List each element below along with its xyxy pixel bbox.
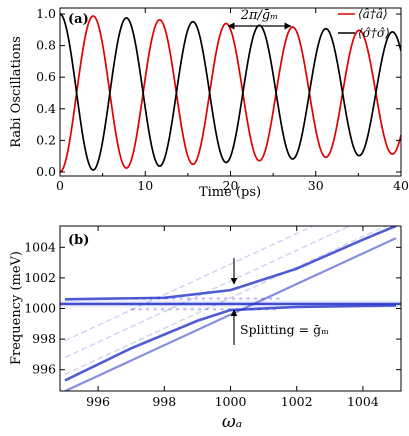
panel-a-ytick-label: 0.8: [36, 38, 56, 53]
panel-b-xtick-label: 1004: [347, 394, 379, 409]
spectral-speckle: [157, 297, 161, 300]
spectral-speckle: [213, 308, 217, 311]
panel-a-xtick-label: 0: [56, 178, 64, 193]
panel-a-rabi-oscillations: 0 10 20 30 40 0.0 0.2 0.4 0.6 0.8 1.0 (a) Time (ps…: [9, 6, 409, 200]
panel-a-xlabel: Time (ps): [199, 185, 261, 200]
diagonal-branch-0: [64, 237, 397, 391]
panel-a-plot-area: [60, 13, 401, 173]
spectral-speckle: [261, 297, 265, 300]
spectral-speckle: [268, 297, 272, 300]
panel-b-background: [60, 226, 401, 391]
panel-a-legend: ⟨â†â⟩ ⟨σ̂†σ̂⟩: [338, 7, 390, 40]
panel-b-ticks: 996 998 1000 1002 1004 996 998 1000 1002 1004: [24, 226, 401, 409]
spectral-speckle: [183, 308, 187, 311]
spectral-speckle: [142, 297, 146, 300]
spectral-speckle: [272, 308, 276, 311]
panel-b-xtick-label: 998: [152, 394, 176, 409]
spectral-speckle: [179, 297, 183, 300]
panel-b-spectrum-heatmap: 996 998 1000 1002 1004 996 998 1000 1002 1004 (b)…: [9, 225, 402, 432]
panel-b-xlabel: ωₐ: [222, 412, 242, 432]
spectral-speckle: [160, 308, 164, 311]
series-line-1: [60, 13, 401, 171]
spectral-speckle: [235, 308, 239, 311]
spectral-speckle: [220, 308, 224, 311]
spectral-speckle: [190, 308, 194, 311]
legend-label-photon: ⟨â†â⟩: [358, 7, 388, 21]
spectral-speckle: [194, 297, 198, 300]
panel-a-ticks: 0 10 20 30 40 0.0 0.2 0.4 0.6 0.8 1.0: [36, 6, 409, 193]
diagonal-branch-1: [64, 226, 388, 375]
spectral-speckle: [138, 308, 142, 311]
spectral-speckle: [175, 308, 179, 311]
spectral-speckle: [201, 297, 205, 300]
panel-b-ytick-label: 996: [32, 362, 56, 377]
panel-b-xtick-label: 1000: [215, 394, 247, 409]
spectral-speckle: [216, 297, 220, 300]
diagonal-branch-3: [64, 226, 315, 342]
series-line-0: [60, 15, 401, 173]
spectral-speckle: [254, 297, 258, 300]
spectral-speckle: [239, 297, 243, 300]
legend-label-exciton: ⟨σ̂†σ̂⟩: [358, 26, 390, 40]
spectral-speckle: [224, 297, 228, 300]
spectral-speckle: [149, 297, 153, 300]
spectral-speckle: [250, 308, 254, 311]
spectral-speckle: [246, 297, 250, 300]
spectral-speckle: [228, 308, 232, 311]
panel-b-label: (b): [68, 233, 89, 248]
upper-polariton-branch: [64, 226, 397, 301]
spectral-speckle: [242, 308, 246, 311]
panel-a-ytick-label: 0.4: [36, 101, 56, 116]
panel-b-xtick-label: 1002: [281, 394, 313, 409]
panel-a-xtick-label: 30: [308, 178, 324, 193]
spectral-speckle: [205, 308, 209, 311]
panel-b-plot-area: [60, 226, 401, 391]
panel-a-ylabel: Rabi Oscillations: [9, 36, 24, 148]
spectral-speckle: [172, 297, 176, 300]
spectral-speckle: [198, 308, 202, 311]
panel-a-ytick-label: 0.0: [36, 164, 56, 179]
diagonal-branch-2: [64, 226, 352, 359]
panel-a-xtick-label: 20: [223, 178, 239, 193]
spectral-speckle: [146, 308, 150, 311]
spectral-speckle: [265, 308, 269, 311]
spectral-speckle: [231, 297, 235, 300]
splitting-annotation: Splitting = ḡₘ: [240, 322, 329, 337]
panel-a-xtick-label: 10: [137, 178, 153, 193]
panel-b-ytick-label: 998: [32, 331, 56, 346]
panel-a-ytick-label: 0.6: [36, 69, 56, 84]
spectral-speckle: [209, 297, 213, 300]
panel-b-ylabel: Frequency (meV): [9, 251, 24, 365]
panel-a-label: (a): [68, 12, 89, 27]
panel-b-ytick-label: 1004: [24, 239, 56, 254]
lower-polariton-branch: [64, 304, 397, 382]
panel-a-xtick-label: 40: [393, 178, 409, 193]
panel-a-ytick-label: 0.2: [36, 132, 56, 147]
spectral-speckle: [187, 297, 191, 300]
spectral-speckle: [168, 308, 172, 311]
panel-b-ytick-label: 1002: [24, 270, 56, 285]
period-annotation: 2π/ḡₘ: [240, 8, 279, 23]
panel-b-ytick-label: 1000: [24, 301, 56, 316]
spectral-speckle: [257, 308, 261, 311]
panel-a-ytick-label: 1.0: [36, 6, 56, 21]
panel-b-xtick-label: 996: [86, 394, 110, 409]
spectral-speckle: [134, 297, 138, 300]
spectral-speckle: [131, 308, 135, 311]
spectral-speckle: [164, 297, 168, 300]
spectral-speckle: [153, 308, 157, 311]
spectral-speckle: [276, 297, 280, 300]
